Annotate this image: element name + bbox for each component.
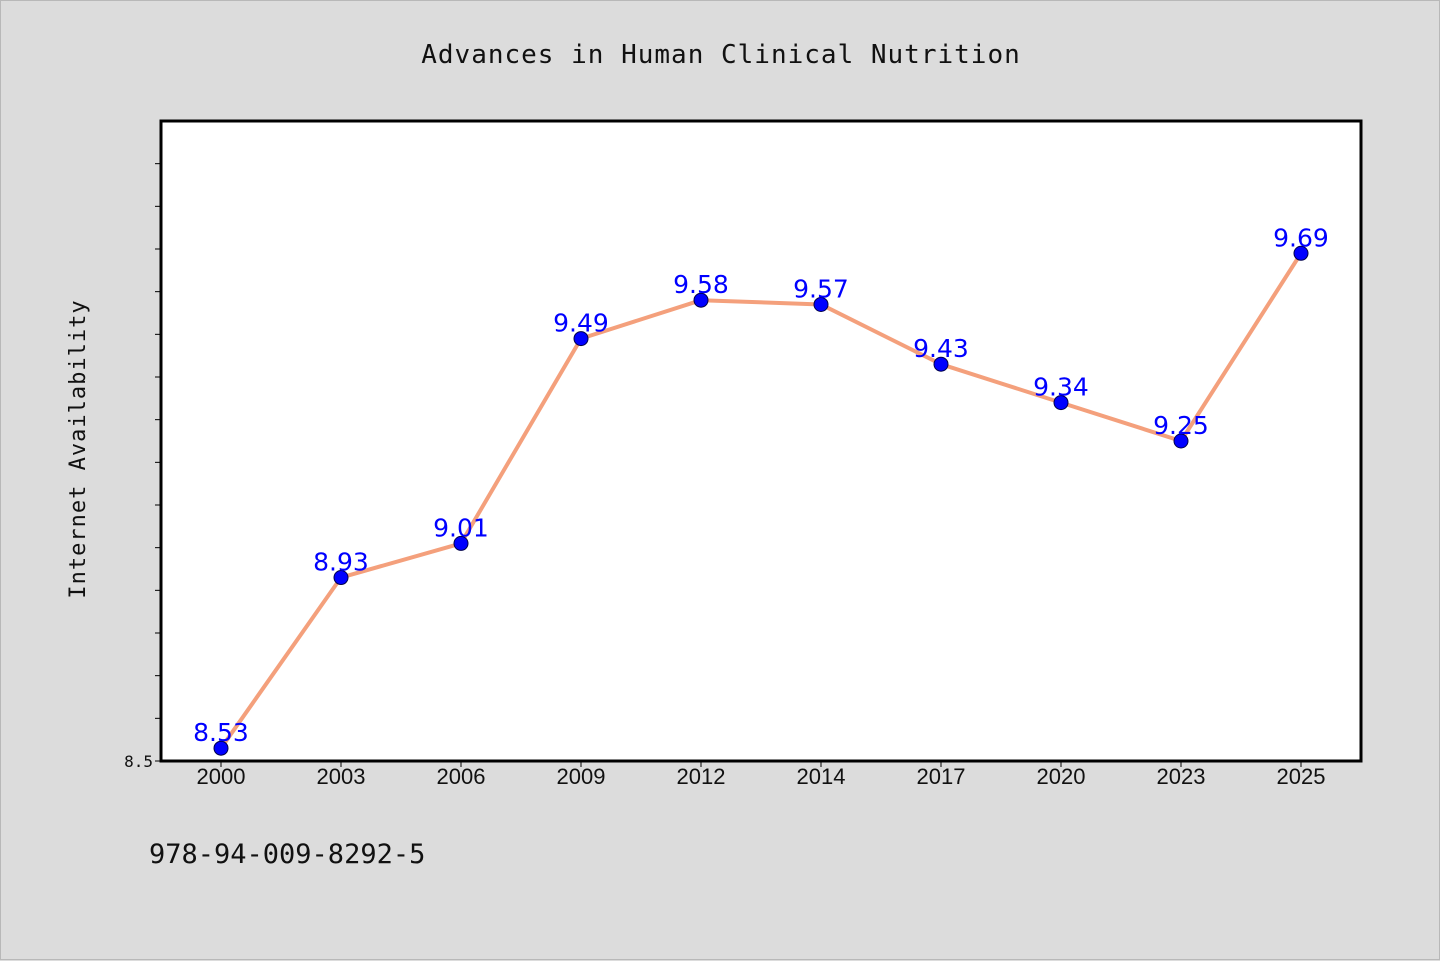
data-point-marker [1293, 245, 1309, 261]
y-axis-ticks: 8.5 [124, 163, 161, 771]
data-point-marker [1053, 395, 1069, 411]
x-tick-label: 2020 [1037, 764, 1086, 789]
series-layer: 8.53 8.93 9.01 9.49 9.58 9.57 9.43 9.34 9.25 9.69 [193, 223, 1329, 756]
isbn-footer: 978-94-009-8292-5 [149, 839, 425, 870]
data-label: 8.93 [313, 548, 369, 577]
x-tick-label: 2023 [1157, 764, 1206, 789]
x-tick-label: 2006 [437, 764, 486, 789]
data-point-marker [573, 331, 589, 347]
data-label: 9.01 [433, 513, 489, 542]
data-point-marker [453, 535, 469, 551]
x-tick-label: 2025 [1277, 764, 1326, 789]
data-label: 9.57 [793, 274, 849, 303]
data-point-marker [693, 292, 709, 308]
data-point-marker [813, 296, 829, 312]
x-tick-label: 2017 [917, 764, 966, 789]
data-label: 9.43 [913, 334, 969, 363]
plot-area [159, 119, 1363, 763]
y-tick-label: 8.5 [124, 752, 153, 771]
data-point-marker [213, 740, 229, 756]
data-label: 9.49 [553, 309, 609, 338]
data-label: 9.69 [1273, 223, 1329, 252]
y-axis-label: Internet Availability [66, 299, 91, 598]
data-point-marker [933, 356, 949, 372]
data-label: 9.58 [673, 270, 729, 299]
x-tick-label: 2003 [317, 764, 366, 789]
data-label: 9.25 [1153, 411, 1209, 440]
data-label: 9.34 [1033, 373, 1089, 402]
x-tick-label: 2012 [677, 764, 726, 789]
series-line [219, 251, 1303, 751]
data-point-marker [1173, 433, 1189, 449]
x-tick-label: 2000 [197, 764, 246, 789]
data-point-marker [333, 570, 349, 586]
x-axis-ticks: 2000 2003 2006 2009 2012 2014 2017 2020 2023 2025 [197, 761, 1326, 789]
x-tick-label: 2009 [557, 764, 606, 789]
chart-title: Advances in Human Clinical Nutrition [421, 40, 1021, 70]
x-tick-label: 2014 [797, 764, 846, 789]
data-label: 8.53 [193, 718, 249, 747]
